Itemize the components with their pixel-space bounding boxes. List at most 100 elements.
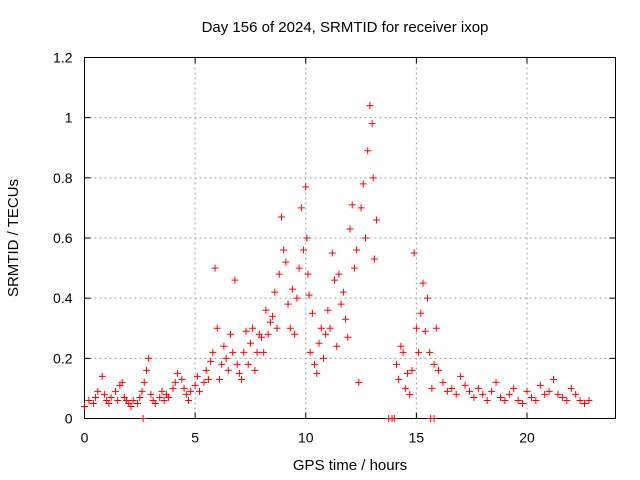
data-point	[585, 396, 593, 404]
data-point	[202, 366, 210, 374]
data-point	[145, 354, 153, 362]
data-point	[390, 415, 398, 422]
data-point	[262, 306, 270, 314]
data-point	[107, 393, 115, 401]
data-point	[277, 213, 285, 221]
data-point	[443, 387, 451, 395]
data-point	[193, 372, 201, 380]
data-point	[151, 399, 159, 407]
data-point	[286, 324, 294, 332]
data-point	[178, 375, 186, 383]
data-point	[269, 312, 277, 320]
data-point	[523, 387, 531, 395]
data-point	[439, 378, 447, 386]
data-point	[251, 366, 259, 374]
x-tick-label: 0	[81, 430, 89, 446]
data-point	[81, 402, 88, 410]
data-point	[300, 246, 308, 254]
data-point	[173, 369, 181, 377]
x-tick-label: 15	[409, 430, 425, 446]
data-point	[361, 234, 369, 242]
data-point	[111, 387, 119, 395]
data-point	[322, 330, 330, 338]
data-point	[258, 333, 265, 341]
data-point	[545, 387, 553, 395]
data-point	[313, 369, 321, 377]
data-point	[222, 354, 230, 362]
data-point	[554, 390, 562, 398]
grid-lines	[84, 57, 616, 419]
data-point	[412, 324, 420, 332]
data-point	[550, 375, 558, 383]
data-point	[373, 216, 381, 224]
data-point	[204, 375, 212, 383]
data-point	[156, 393, 164, 401]
data-point	[240, 348, 248, 356]
y-tick-label: 0	[65, 411, 73, 427]
x-tick-label: 10	[298, 430, 314, 446]
y-axis-label: SRMTID / TECUs	[5, 179, 22, 297]
data-point	[392, 360, 400, 368]
data-point	[249, 324, 257, 332]
data-point	[435, 366, 442, 374]
data-point	[140, 378, 148, 386]
data-point	[253, 348, 261, 356]
data-points	[81, 102, 593, 422]
data-point	[302, 183, 310, 191]
data-point	[423, 294, 431, 302]
data-point	[324, 306, 332, 314]
data-point	[303, 234, 311, 242]
data-point	[238, 375, 246, 383]
data-point	[357, 204, 365, 212]
data-point	[488, 387, 496, 395]
data-point	[510, 384, 518, 392]
data-point	[229, 348, 237, 356]
data-point	[457, 372, 465, 380]
data-point	[311, 360, 319, 368]
data-point	[218, 360, 226, 368]
data-point	[85, 396, 93, 404]
data-point	[337, 300, 345, 308]
data-point	[317, 324, 325, 332]
data-point	[326, 324, 334, 332]
data-point	[397, 342, 405, 350]
chart-title: Day 156 of 2024, SRMTID for receiver ixo…	[202, 19, 489, 36]
data-point	[532, 396, 540, 404]
data-point	[264, 330, 272, 338]
data-point	[359, 180, 367, 188]
data-point	[395, 375, 403, 383]
data-point	[461, 381, 469, 389]
data-point	[211, 264, 219, 272]
data-point	[213, 324, 221, 332]
data-point	[404, 369, 412, 377]
data-point	[527, 393, 535, 401]
data-point	[328, 249, 336, 257]
data-point	[558, 393, 566, 401]
data-point	[319, 354, 327, 362]
x-tick-label: 20	[519, 430, 535, 446]
data-point	[335, 270, 343, 278]
data-point	[364, 147, 372, 155]
data-point	[401, 384, 409, 392]
data-point	[339, 288, 347, 296]
data-point	[220, 342, 228, 350]
data-point	[576, 396, 584, 404]
data-point	[346, 225, 354, 233]
data-point	[428, 384, 436, 392]
data-point	[142, 366, 150, 374]
y-axis: 0 0.2 0.4 0.6 0.8 1 1.2	[53, 50, 616, 427]
data-point	[308, 309, 316, 317]
data-point	[100, 390, 108, 398]
data-point	[89, 399, 97, 407]
data-point	[430, 360, 438, 368]
data-point	[275, 270, 283, 278]
y-tick-label: 0.2	[53, 350, 73, 366]
data-point	[288, 285, 296, 293]
data-point	[408, 366, 416, 374]
data-point	[147, 390, 155, 398]
data-point	[191, 381, 199, 389]
x-axis-label: GPS time / hours	[293, 457, 407, 474]
data-point	[474, 384, 482, 392]
data-point	[273, 324, 281, 332]
